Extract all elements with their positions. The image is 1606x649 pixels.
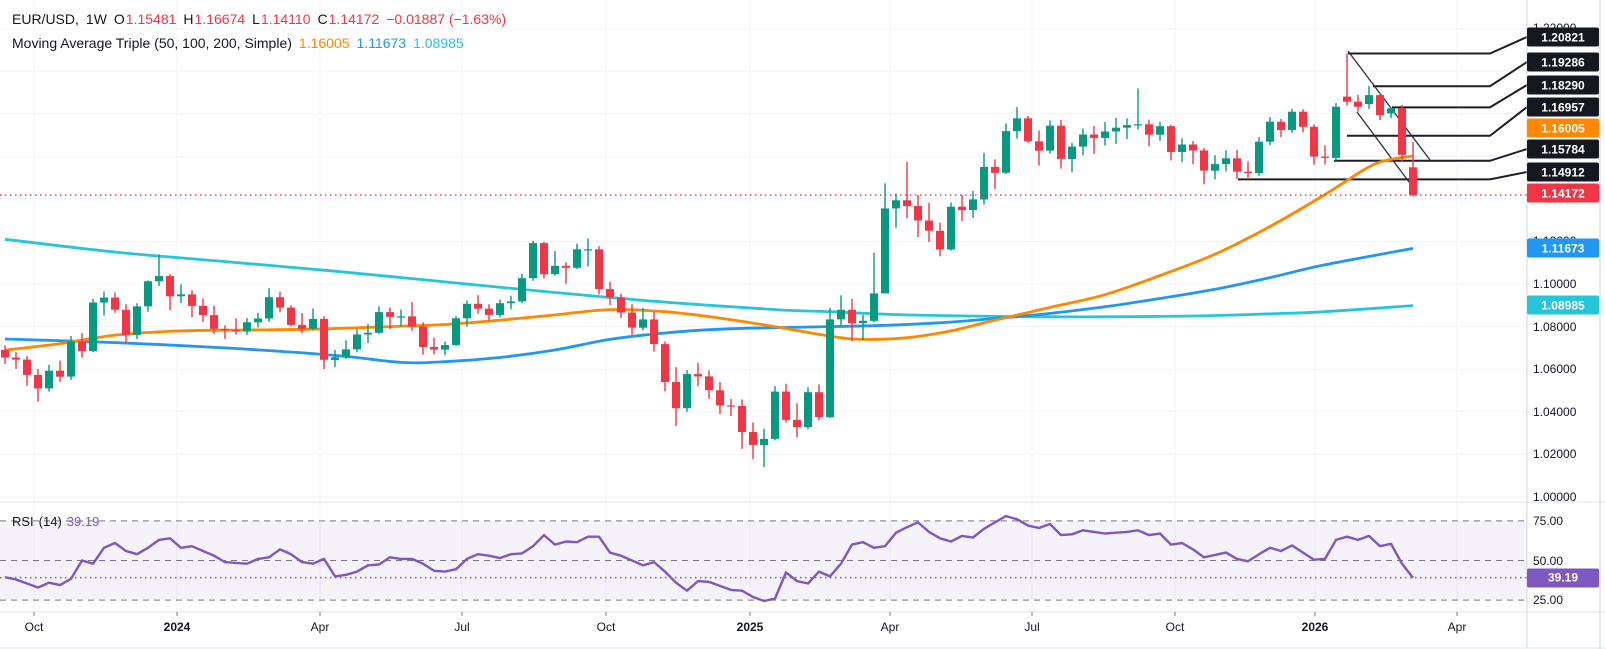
rsi-value: 39.19 — [66, 514, 100, 529]
price-axis-tick: 1.06000 — [1533, 362, 1577, 377]
ma50-value: 1.16005 — [298, 35, 350, 51]
price-axis-tick: 1.08000 — [1533, 319, 1577, 334]
change-readout: −0.01887 (−1.63%) — [386, 11, 507, 27]
close-readout: C 1.14172 — [317, 11, 380, 27]
ma200-value: 1.08985 — [413, 35, 464, 51]
trend-channel-line — [1347, 50, 1431, 161]
price-level-line — [1348, 36, 1528, 55]
price-badge: 1.20821 — [1527, 27, 1599, 47]
time-axis-label: Oct — [596, 620, 616, 634]
price-level-line — [1347, 106, 1528, 137]
price-badge: 1.11673 — [1527, 238, 1599, 258]
timeframe-label[interactable]: 1W — [85, 11, 107, 27]
price-badge: 1.18290 — [1527, 75, 1599, 95]
rsi-axis-tick: 50.00 — [1533, 553, 1564, 568]
symbol-header: EUR/USD, 1W O 1.15481 H 1.16674 L 1.14110 C… — [12, 11, 506, 27]
price-level-line — [1334, 148, 1528, 162]
trend-channel-line — [1356, 111, 1413, 187]
price-level-line — [1392, 84, 1528, 109]
price-axis-tick: 1.10000 — [1533, 277, 1577, 291]
time-axis-label: 2025 — [736, 620, 764, 634]
price-badge: 1.16957 — [1527, 97, 1599, 117]
rsi-line — [4, 514, 1414, 603]
price-badge: 1.19286 — [1527, 52, 1599, 72]
time-axis-label: Oct — [24, 620, 44, 634]
price-axis-tick: 1.02000 — [1533, 447, 1577, 462]
time-axis-label: Apr — [1447, 620, 1467, 634]
time-axis-label: Apr — [880, 620, 900, 634]
rsi-axis-tick: 75.00 — [1533, 513, 1564, 528]
symbol-title[interactable]: EUR/USD, — [12, 11, 79, 27]
rsi-indicator-header[interactable]: RSI (14) 39.19 — [12, 514, 99, 529]
ma100-value: 1.11673 — [356, 35, 407, 51]
price-axis-tick: 1.00000 — [1533, 490, 1577, 504]
price-axis-tick: 1.04000 — [1533, 404, 1577, 419]
price-level-line — [1238, 171, 1528, 181]
high-readout: H 1.16674 — [183, 11, 246, 27]
rsi-value-badge: 39.19 — [1527, 568, 1599, 588]
rsi-label: RSI — [12, 514, 34, 529]
candlestick-series — [1, 53, 1417, 467]
price-badge: 1.14172 — [1527, 183, 1599, 203]
low-readout: L 1.14110 — [252, 11, 311, 27]
price-badge: 1.14912 — [1527, 162, 1599, 182]
ma200-line — [4, 237, 1414, 319]
open-readout: O 1.15481 — [113, 11, 177, 27]
rsi-params: (14) — [38, 514, 62, 529]
indicator-name[interactable]: Moving Average Triple (50, 100, 200, Sim… — [12, 35, 292, 51]
price-badge: 1.15784 — [1527, 139, 1599, 159]
time-axis-label: 2024 — [163, 620, 191, 634]
time-axis-label: Jul — [454, 620, 470, 634]
time-axis-label: Jul — [1024, 620, 1040, 634]
price-badge: 1.16005 — [1527, 118, 1599, 138]
time-axis-label: Apr — [310, 620, 330, 634]
rsi-axis-tick: 25.00 — [1533, 593, 1564, 608]
indicator-header: Moving Average Triple (50, 100, 200, Sim… — [12, 35, 464, 51]
price-badge: 1.08985 — [1527, 295, 1599, 315]
time-axis-label: Oct — [1165, 620, 1185, 634]
ma50-line — [4, 154, 1414, 352]
time-axis-label: 2026 — [1301, 620, 1329, 634]
price-level-line — [1373, 61, 1528, 88]
